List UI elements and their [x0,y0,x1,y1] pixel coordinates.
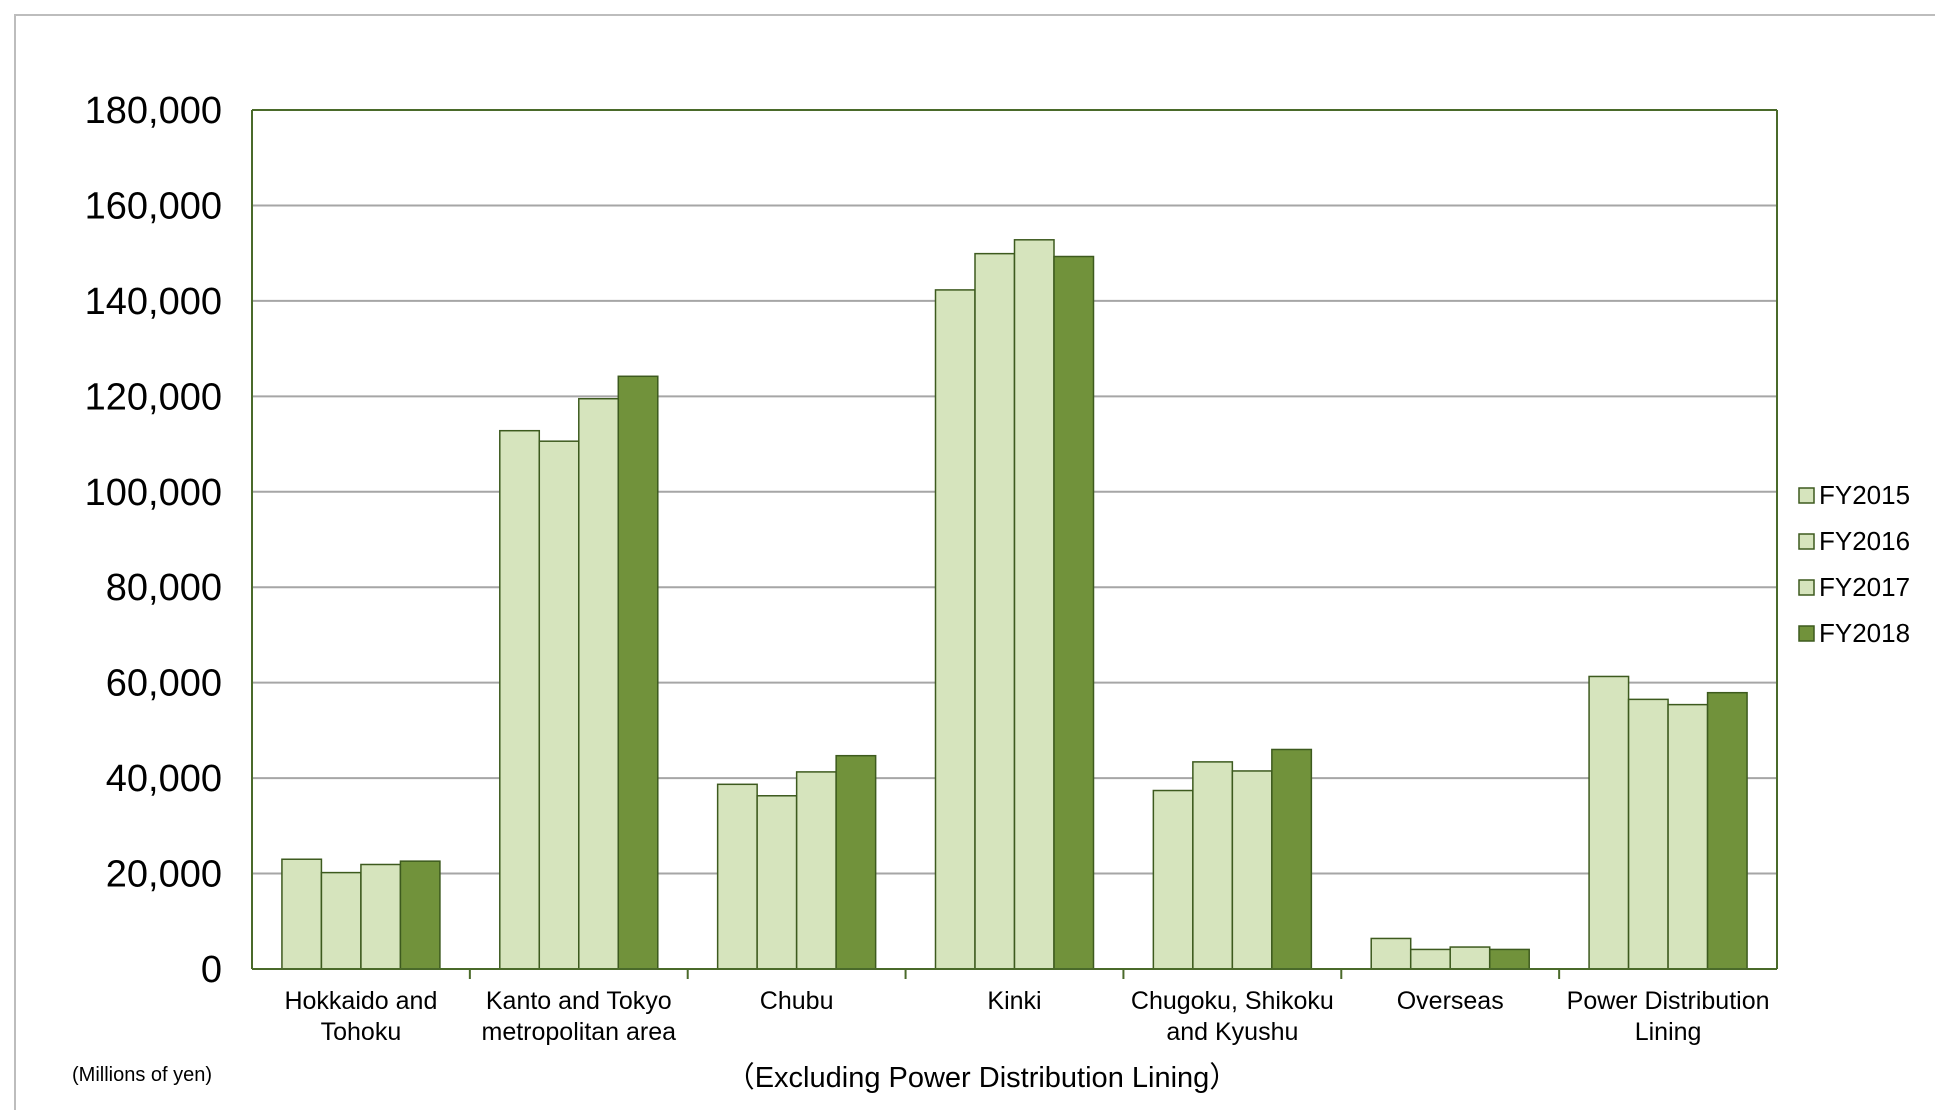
bar-fy2017 [1013,239,1055,970]
bar-fy2018 [1488,948,1530,970]
legend-label: FY2018 [1819,618,1910,648]
x-category-labels: Hokkaido and Tohoku Kanto and Tokyo metropo… [284,987,1769,1046]
y-tick-label: 60,000 [106,663,222,705]
bar-fy2017 [795,771,837,970]
bar-fy2016 [1192,761,1234,970]
legend-swatch [1798,625,1815,642]
bar-fy2018 [399,860,441,970]
bar-fy2015 [499,429,541,970]
bar-fy2017 [360,863,402,970]
bar-fy2016 [1409,948,1451,970]
y-tick-label: 80,000 [106,567,222,609]
bar-fy2015 [281,858,323,970]
bar-fy2017 [578,397,620,970]
bar-fy2018 [1271,748,1313,970]
legend-label: FY2015 [1819,480,1910,510]
x-category-label: Kinki [987,987,1041,1015]
chart-frame [14,14,1935,1110]
legend: FY2015 FY2016 FY2017 FY2018 [1798,480,1910,648]
x-category-label: Chugoku, Shikoku and Kyushu [1131,987,1334,1046]
x-category-label: Overseas [1397,987,1504,1015]
chart-note: （Excluding Power Distribution Lining） [726,1062,1239,1094]
bar-fy2017 [1231,770,1273,970]
bar-fy2016 [538,440,580,970]
bar-fy2015 [934,289,976,970]
bar-fy2016 [1627,698,1669,970]
x-category-label: Hokkaido and Tohoku [284,987,437,1046]
legend-swatch [1798,533,1815,550]
bar-fy2015 [716,783,758,970]
bar-fy2018 [835,754,877,970]
bar-fy2015 [1152,789,1194,970]
y-tick-label: 180,000 [85,90,222,132]
y-tick-label: 160,000 [85,185,222,227]
bar-fy2018 [1053,255,1095,970]
bars [281,239,1748,970]
bar-fy2018 [617,375,659,970]
y-tick-label: 40,000 [106,758,222,800]
y-tick-label: 0 [201,949,222,991]
legend-swatch [1798,487,1815,504]
x-category-label: Power Distribution Lining [1567,987,1770,1046]
bar-fy2017 [1667,703,1709,970]
bar-fy2018 [1706,691,1748,970]
bar-fy2015 [1370,937,1412,970]
y-tick-label: 100,000 [85,472,222,514]
bar-fy2016 [756,795,798,970]
bar-fy2016 [974,252,1016,970]
axes [251,109,1778,979]
bar-fy2017 [1449,946,1491,970]
y-tick-label: 20,000 [106,854,222,896]
units-label: (Millions of yen) [72,1064,212,1086]
legend-label: FY2016 [1819,526,1910,556]
x-category-label: Chubu [760,987,834,1015]
bar-fy2015 [1588,675,1630,970]
y-tick-label: 140,000 [85,281,222,323]
bar-fy2016 [320,871,362,970]
x-category-label: Kanto and Tokyo metropolitan area [482,987,677,1046]
y-tick-labels: 0 20,000 40,000 60,000 80,000 100,000 120,000 1… [85,90,222,991]
legend-label: FY2017 [1819,572,1910,602]
y-tick-label: 120,000 [85,376,222,418]
legend-swatch [1798,579,1815,596]
